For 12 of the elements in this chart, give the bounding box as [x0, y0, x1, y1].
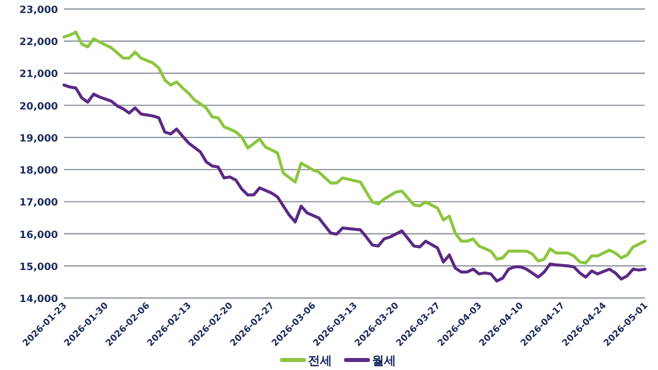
y-tick-label: 18,000: [19, 166, 58, 177]
legend-label: 월세: [372, 354, 396, 368]
y-tick-label: 22,000: [19, 37, 58, 48]
y-tick-label: 19,000: [19, 133, 58, 144]
y-tick-label: 23,000: [19, 5, 58, 16]
y-tick-label: 16,000: [19, 230, 58, 241]
y-tick-label: 14,000: [19, 294, 58, 305]
y-tick-label: 20,000: [19, 101, 58, 112]
y-tick-label: 17,000: [19, 198, 58, 209]
legend-label: 전세: [308, 354, 332, 368]
y-tick-label: 21,000: [19, 69, 58, 80]
y-tick-label: 15,000: [19, 262, 58, 273]
